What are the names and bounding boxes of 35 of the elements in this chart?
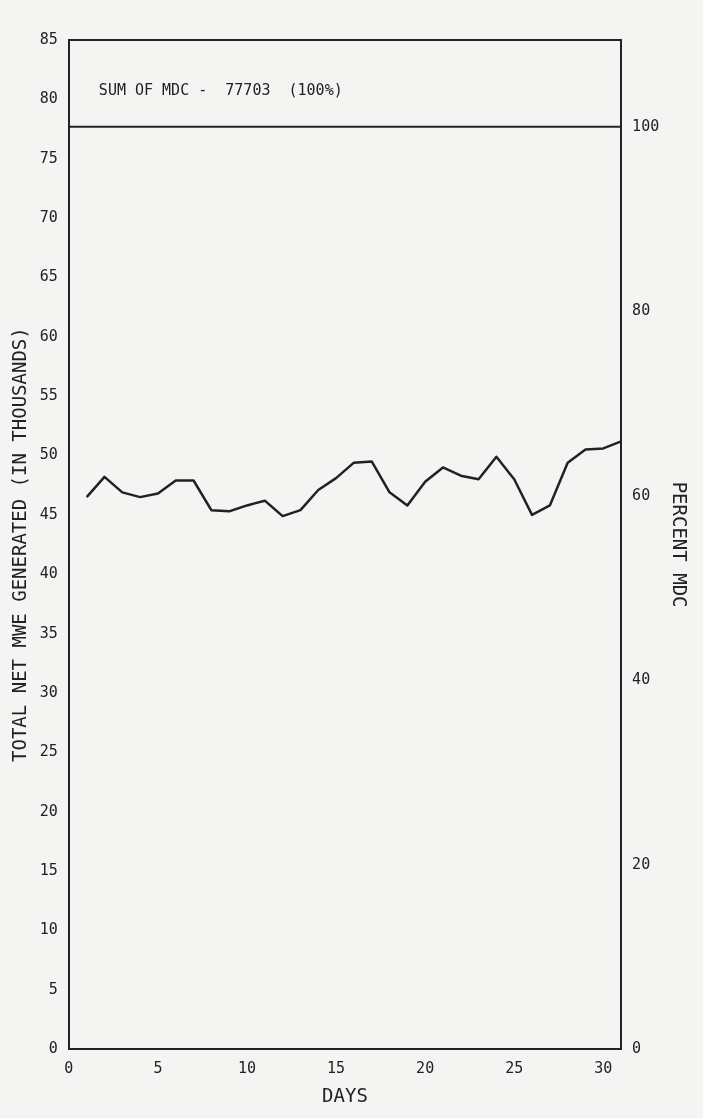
x-tick-label: 25 — [505, 1059, 524, 1078]
y-tick-label: 15 — [39, 861, 58, 879]
x-tick-label: 5 — [153, 1059, 163, 1078]
y-tick-label: 25 — [39, 742, 58, 761]
x-tick-label: 30 — [594, 1059, 613, 1078]
y2-axis-title: PERCENT MDC — [668, 481, 691, 608]
x-axis-title: DAYS — [322, 1083, 368, 1106]
y-tick-label: 40 — [39, 564, 58, 583]
y-tick-label: 45 — [39, 504, 58, 523]
x-tick-label: 10 — [237, 1059, 257, 1078]
y-tick-label: 80 — [39, 89, 58, 108]
y-tick-label: 0 — [48, 1039, 58, 1058]
y-tick-label: 20 — [39, 801, 58, 820]
ref-line-label: SUM OF MDC - 77703 (100%) — [98, 81, 343, 100]
x-tick-label: 20 — [416, 1059, 435, 1078]
y-tick-label: 75 — [39, 148, 58, 167]
y-tick-label: 55 — [39, 386, 58, 405]
y-tick-label: 50 — [39, 445, 58, 464]
y2-tick-label: 20 — [632, 854, 651, 873]
y2-tick-label: 60 — [632, 485, 651, 504]
y-tick-label: 85 — [39, 29, 58, 48]
y-tick-label: 30 — [39, 682, 58, 701]
x-tick-label: 0 — [64, 1059, 74, 1078]
y2-tick-label: 80 — [632, 301, 651, 320]
y-tick-label: 35 — [39, 623, 58, 642]
y-tick-label: 5 — [48, 979, 58, 998]
y2-tick-label: 0 — [632, 1039, 642, 1058]
y-tick-label: 10 — [39, 920, 58, 939]
y-axis-title: TOTAL NET MWE GENERATED (IN THOUSANDS) — [8, 327, 31, 762]
x-tick-label: 15 — [327, 1059, 346, 1078]
y-tick-label: 60 — [39, 326, 58, 345]
y-tick-label: 65 — [39, 267, 58, 286]
y-tick-label: 70 — [39, 207, 58, 226]
y2-tick-label: 100 — [632, 116, 660, 135]
y2-tick-label: 40 — [632, 670, 651, 689]
